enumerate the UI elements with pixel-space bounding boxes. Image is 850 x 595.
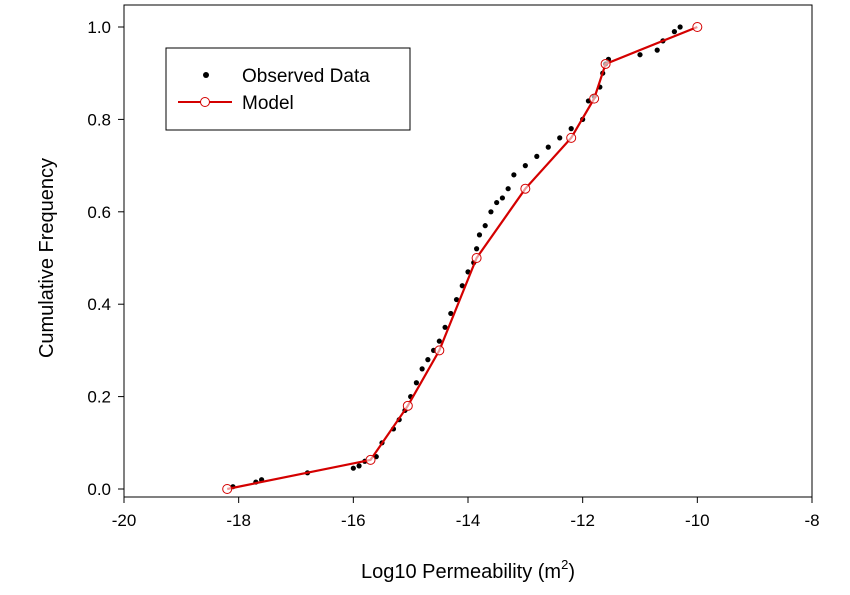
model-line (226, 25, 698, 491)
x-axis: -20 -18 -16 -14 -12 -10 -8 (112, 497, 820, 530)
observed-data-point (522, 163, 528, 169)
observed-data-point (419, 366, 425, 372)
legend-observed-marker (203, 72, 209, 78)
model-point (365, 454, 376, 465)
x-axis-title: Log10 Permeability (m2) (361, 557, 575, 583)
x-tick-label: -14 (456, 511, 481, 530)
model-point (600, 58, 611, 69)
observed-data-point (442, 324, 448, 330)
legend-observed-label: Observed Data (242, 66, 370, 87)
x-tick-label: -10 (685, 511, 710, 530)
observed-data-point (453, 296, 460, 303)
y-tick-label: 1.0 (87, 18, 111, 37)
observed-data-point (356, 463, 362, 469)
observed-data-point (568, 126, 574, 132)
observed-data-point (413, 380, 419, 386)
x-tick-label: -20 (112, 511, 137, 530)
model-series (222, 22, 703, 494)
observed-data-point (494, 199, 500, 206)
observed-data-point (534, 153, 540, 159)
model-point (566, 132, 577, 143)
legend-model-label: Model (242, 93, 294, 114)
x-tick-label: -18 (226, 511, 251, 530)
observed-data-point (545, 144, 551, 150)
y-tick-label: 0.4 (87, 295, 111, 314)
observed-data-point (436, 338, 442, 344)
observed-data-point (557, 135, 563, 141)
x-tick-label: -12 (570, 511, 595, 530)
observed-data-point (482, 223, 488, 229)
observed-data-point (499, 195, 505, 201)
observed-data-point (425, 357, 431, 363)
model-point (222, 484, 233, 494)
model-point (589, 93, 600, 104)
model-point (471, 253, 482, 263)
observed-data-point (474, 246, 480, 252)
y-tick-label: 0.2 (87, 388, 111, 407)
observed-data-point (637, 52, 643, 58)
y-axis: 0.0 0.2 0.4 0.6 0.8 1.0 (87, 18, 124, 499)
model-point (520, 183, 531, 194)
y-tick-label: 0.0 (87, 480, 111, 499)
y-tick-label: 0.6 (87, 203, 111, 222)
model-point (402, 400, 413, 411)
legend-box (165, 47, 411, 131)
observed-data-point (459, 283, 465, 289)
model-point (434, 345, 445, 356)
y-tick-label: 0.8 (87, 110, 111, 129)
observed-data-point (654, 47, 660, 53)
y-axis-title: Cumulative Frequency (36, 158, 58, 358)
observed-data-point (677, 24, 683, 30)
observed-data-point (511, 172, 517, 178)
observed-data-point (476, 232, 483, 238)
observed-data-point (350, 465, 356, 471)
observed-data-point (448, 310, 454, 317)
observed-data-point (671, 29, 678, 35)
legend: Observed Data Model (165, 47, 411, 131)
legend-model-marker (200, 97, 210, 107)
observed-data-point (505, 186, 511, 192)
model-point (692, 22, 703, 32)
observed-data-point (488, 209, 494, 215)
x-tick-label: -16 (341, 511, 366, 530)
x-tick-label: -8 (804, 511, 819, 530)
